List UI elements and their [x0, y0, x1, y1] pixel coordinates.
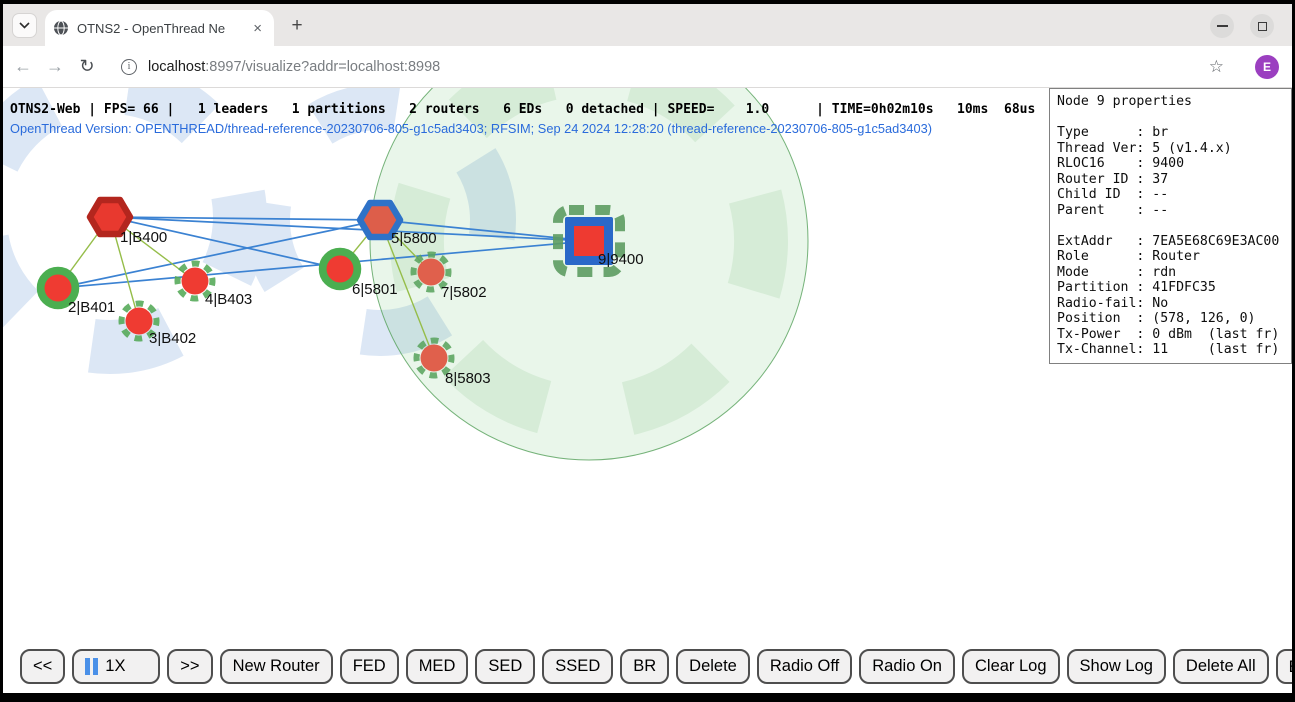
sleepy-ring — [118, 300, 160, 342]
node-5800[interactable] — [356, 199, 404, 241]
clear-log-button[interactable]: Clear Log — [961, 649, 1060, 684]
node-label: 5|5800 — [391, 230, 437, 247]
tab-title: OTNS2 - OpenThread Ne — [77, 20, 226, 36]
radio-on-button[interactable]: Radio On — [859, 649, 955, 684]
profile-avatar[interactable]: E — [1255, 54, 1279, 79]
url-field[interactable]: localhost:8997/visualize?addr=localhost:… — [148, 59, 440, 75]
address-bar: ← → ↻ i localhost:8997/visualize?addr=lo… — [3, 46, 1292, 88]
br-button[interactable]: BR — [620, 649, 670, 684]
node-label: 9|9400 — [598, 251, 644, 268]
router-link — [57, 219, 381, 289]
node-9400-core — [574, 226, 604, 256]
tab-otns2[interactable]: OTNS2 - OpenThread Ne × — [45, 10, 274, 46]
connected-ring — [318, 247, 362, 291]
show-log-button-label: Show Log — [1079, 657, 1153, 675]
node-5801[interactable] — [326, 255, 354, 283]
step-back-button[interactable]: << — [20, 649, 66, 684]
toolbar: << 1X >> New Router FED MED SED SSED BR Delete Rad… — [20, 649, 1292, 684]
speed-button[interactable]: 1X — [72, 649, 161, 684]
node-B403[interactable] — [181, 267, 209, 295]
node-B402[interactable] — [125, 307, 153, 335]
step-forward-button-label: >> — [180, 657, 200, 675]
otns-canvas: 1|B400 2|B401 3|B402 4|B403 5|5800 6|5801 7|58… — [3, 88, 1292, 693]
url-host: localhost — [148, 58, 206, 75]
delete-button[interactable]: Delete — [676, 649, 750, 684]
node-label: 1|B400 — [120, 229, 167, 246]
speed-button-label: 1X — [105, 657, 126, 675]
network-scene[interactable]: 1|B400 2|B401 3|B402 4|B403 5|5800 6|5801 7|58… — [3, 88, 1292, 693]
window-minimize-button[interactable] — [1210, 14, 1234, 38]
sleepy-ring — [413, 337, 455, 379]
tab-search-button[interactable] — [12, 13, 37, 38]
med-button[interactable]: MED — [405, 649, 469, 684]
node-5803[interactable] — [420, 344, 448, 372]
node-B400[interactable] — [86, 196, 134, 238]
fed-button[interactable]: FED — [339, 649, 399, 684]
globe-icon — [54, 20, 68, 36]
window-maximize-button[interactable] — [1250, 14, 1274, 38]
node-properties-panel: Node 9 properties Type : br Thread Ver: … — [1049, 88, 1292, 364]
info-icon[interactable]: i — [121, 58, 137, 75]
ssed-button[interactable]: SSED — [542, 649, 614, 684]
delete-all-button-label: Delete All — [1185, 657, 1256, 675]
new-router-button-label: New Router — [232, 657, 320, 675]
energy-stats-button[interactable]: Energy-stats ↗ — [1275, 649, 1292, 684]
clear-log-button-label: Clear Log — [974, 657, 1047, 675]
reload-icon[interactable]: ↻ — [79, 56, 95, 76]
router-link — [109, 216, 590, 242]
show-log-button[interactable]: Show Log — [1066, 649, 1166, 684]
router-link — [109, 216, 341, 270]
radio-range-watermark — [3, 88, 267, 374]
sed-button[interactable]: SED — [475, 649, 536, 684]
maximize-icon — [1257, 21, 1267, 31]
node-label: 3|B402 — [149, 330, 196, 347]
pause-icon — [85, 658, 99, 675]
delete-all-button[interactable]: Delete All — [1172, 649, 1269, 684]
bookmark-star-icon[interactable]: ☆ — [1208, 56, 1224, 76]
status-line: OTNS2-Web | FPS= 66 | 1 leaders 1 partit… — [10, 102, 1036, 117]
node-label: 6|5801 — [352, 281, 398, 298]
new-tab-button[interactable]: + — [291, 15, 303, 36]
radio-off-button-label: Radio Off — [769, 657, 840, 675]
minimize-icon — [1216, 25, 1228, 27]
back-icon[interactable]: ← — [14, 56, 32, 76]
sleepy-ring — [174, 260, 216, 302]
radio-on-button-label: Radio On — [872, 657, 942, 675]
new-router-button[interactable]: New Router — [219, 649, 333, 684]
node-selection-dashes — [553, 205, 625, 277]
br-button-label: BR — [633, 657, 657, 675]
chevron-down-icon — [19, 22, 30, 29]
ssed-button-label: SSED — [555, 657, 601, 675]
node-label: 2|B401 — [68, 299, 115, 316]
energy-stats-button-label: Energy-stats ↗ — [1289, 657, 1292, 677]
connected-ring — [36, 266, 80, 310]
step-forward-button[interactable]: >> — [167, 649, 213, 684]
url-path: :8997/visualize?addr=localhost:8998 — [205, 58, 441, 75]
node-B401[interactable] — [44, 274, 72, 302]
forward-icon[interactable]: → — [46, 56, 64, 76]
selected-node-range-gear — [390, 88, 788, 440]
browser-window: OTNS2 - OpenThread Ne × + ← → ↻ i localh… — [3, 4, 1292, 693]
tab-strip: OTNS2 - OpenThread Ne × + — [3, 4, 1292, 46]
step-back-button-label: << — [33, 657, 53, 675]
node-label: 4|B403 — [205, 291, 252, 308]
node-label: 7|5802 — [441, 284, 487, 301]
sleepy-ring — [410, 251, 452, 293]
node-label: 8|5803 — [445, 370, 491, 387]
fed-button-label: FED — [352, 657, 386, 675]
node-5802[interactable] — [417, 258, 445, 286]
child-link — [379, 219, 435, 359]
sed-button-label: SED — [488, 657, 523, 675]
delete-button-label: Delete — [689, 657, 737, 675]
radio-off-button[interactable]: Radio Off — [756, 649, 853, 684]
openthread-version-link[interactable]: OpenThread Version: OPENTHREAD/thread-re… — [10, 121, 932, 136]
med-button-label: MED — [418, 657, 456, 675]
tab-close-icon[interactable]: × — [253, 19, 262, 37]
router-link — [109, 216, 381, 221]
